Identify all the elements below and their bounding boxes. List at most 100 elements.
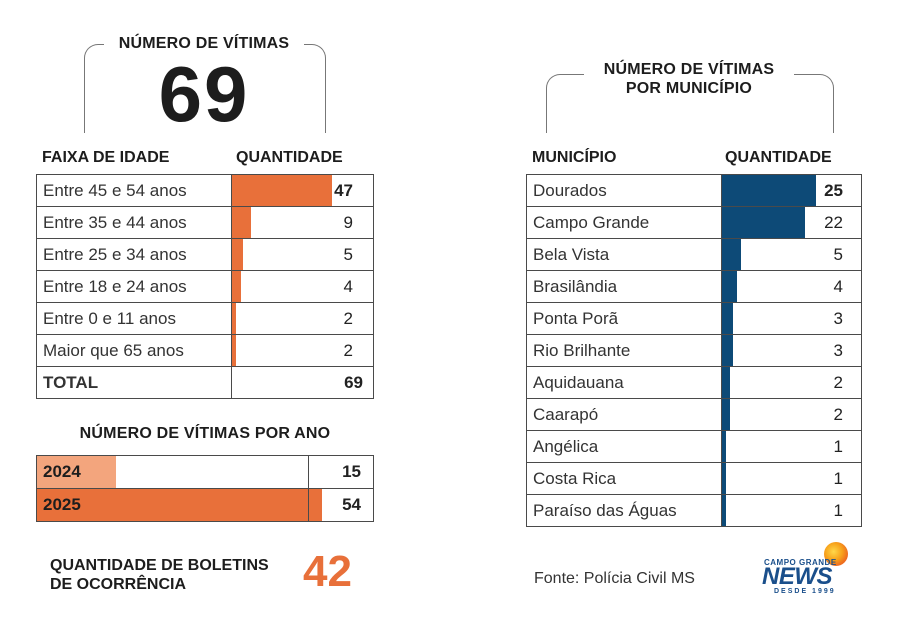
muni-value-cell: 5 [720, 238, 863, 271]
muni-title: NÚMERO DE VÍTIMAS POR MUNICÍPIO [603, 61, 775, 97]
muni-col-label: MUNICÍPIO [532, 149, 617, 166]
muni-value-cell: 1 [720, 494, 863, 527]
muni-value: 3 [833, 308, 843, 328]
age-row: Maior que 65 anos 2 [36, 334, 375, 367]
age-value-cell: 2 [230, 302, 375, 335]
muni-value: 25 [824, 180, 843, 200]
logo-main-text: NEWS [762, 563, 833, 590]
muni-label: Brasilândia [526, 270, 722, 303]
age-value-cell: 2 [230, 334, 375, 367]
age-row: Entre 18 e 24 anos 4 [36, 270, 375, 303]
age-row: Entre 45 e 54 anos 47 [36, 174, 375, 207]
muni-row: Caarapó 2 [526, 398, 863, 431]
muni-table-body: Dourados 25 Campo Grande 22 Bela Vista 5 Brasi… [526, 174, 863, 527]
age-value: 4 [343, 276, 353, 296]
year-divider [308, 456, 309, 488]
muni-value-cell: 22 [720, 206, 863, 239]
muni-row: Aquidauana 2 [526, 366, 863, 399]
age-row: Entre 0 e 11 anos 2 [36, 302, 375, 335]
age-total-value: 69 [344, 372, 363, 392]
age-value: 9 [343, 212, 353, 232]
muni-label: Campo Grande [526, 206, 722, 239]
age-total-row: TOTAL 69 [36, 366, 375, 399]
age-label: Entre 35 e 44 anos [36, 206, 232, 239]
age-label: Maior que 65 anos [36, 334, 232, 367]
muni-label: Ponta Porã [526, 302, 722, 335]
muni-value: 22 [824, 212, 843, 232]
muni-label: Paraíso das Águas [526, 494, 722, 527]
year-bar [37, 456, 116, 488]
age-label: Entre 25 e 34 anos [36, 238, 232, 271]
age-value: 47 [334, 180, 353, 200]
muni-value-cell: 4 [720, 270, 863, 303]
muni-row: Rio Brilhante 3 [526, 334, 863, 367]
muni-row: Campo Grande 22 [526, 206, 863, 239]
muni-value-cell: 3 [720, 334, 863, 367]
muni-bracket-gap [584, 60, 794, 100]
muni-value: 2 [833, 404, 843, 424]
muni-value-cell: 2 [720, 366, 863, 399]
muni-table: Dourados 25 Campo Grande 22 Bela Vista 5 Brasi… [526, 174, 863, 527]
age-total-cell: 69 [230, 366, 375, 399]
muni-value: 5 [833, 244, 843, 264]
year-value: 15 [342, 462, 361, 481]
age-label: Entre 18 e 24 anos [36, 270, 232, 303]
muni-value: 4 [833, 276, 843, 296]
muni-bar [721, 335, 733, 366]
age-value: 5 [343, 244, 353, 264]
age-total-label: TOTAL [36, 366, 232, 399]
age-col-qty: QUANTIDADE [236, 149, 343, 166]
age-col-label: FAIXA DE IDADE [42, 149, 170, 166]
muni-bar [721, 175, 816, 206]
age-value-cell: 5 [230, 238, 375, 271]
muni-row: Paraíso das Águas 1 [526, 494, 863, 527]
muni-label: Costa Rica [526, 462, 722, 495]
year-cell: 2025 54 [36, 488, 374, 522]
age-bar [231, 239, 243, 270]
year-label: 2024 [43, 462, 81, 481]
year-table-body: 2024 15 2025 54 [36, 455, 374, 522]
age-value: 2 [343, 308, 353, 328]
victims-bracket-gap [104, 34, 304, 54]
age-bar [231, 271, 241, 302]
age-value: 2 [343, 340, 353, 360]
muni-row: Bela Vista 5 [526, 238, 863, 271]
muni-value: 1 [833, 436, 843, 456]
muni-label: Bela Vista [526, 238, 722, 271]
muni-bar [721, 367, 730, 398]
muni-value-cell: 25 [720, 174, 863, 207]
age-table: Entre 45 e 54 anos 47 Entre 35 e 44 anos 9 E… [36, 174, 375, 399]
age-bar [231, 175, 332, 206]
muni-label: Dourados [526, 174, 722, 207]
sun-icon [824, 542, 848, 566]
age-value-cell: 4 [230, 270, 375, 303]
muni-value: 3 [833, 340, 843, 360]
muni-row: Brasilândia 4 [526, 270, 863, 303]
muni-bar [721, 207, 805, 238]
muni-bar [721, 303, 733, 334]
year-row: 2025 54 [36, 488, 374, 522]
muni-bar [721, 495, 726, 526]
year-row: 2024 15 [36, 455, 374, 489]
age-value-cell: 9 [230, 206, 375, 239]
year-title: NÚMERO DE VÍTIMAS POR ANO [79, 425, 331, 442]
source-text: Fonte: Polícia Civil MS [534, 570, 695, 587]
muni-row: Costa Rica 1 [526, 462, 863, 495]
muni-value: 1 [833, 468, 843, 488]
muni-label: Aquidauana [526, 366, 722, 399]
age-table-body: Entre 45 e 54 anos 47 Entre 35 e 44 anos 9 E… [36, 174, 375, 367]
muni-value-cell: 2 [720, 398, 863, 431]
year-table: 2024 15 2025 54 [36, 455, 374, 522]
muni-value: 2 [833, 372, 843, 392]
muni-row: Angélica 1 [526, 430, 863, 463]
muni-bar [721, 239, 741, 270]
boletins-value: 42 [303, 547, 352, 596]
muni-col-qty: QUANTIDADE [725, 149, 832, 166]
muni-value: 1 [833, 500, 843, 520]
muni-label: Angélica [526, 430, 722, 463]
year-cell: 2024 15 [36, 455, 374, 489]
muni-bar [721, 431, 726, 462]
logo-top-text: CAMPO GRANDE [764, 558, 837, 567]
year-label: 2025 [43, 495, 81, 514]
muni-bar [721, 271, 737, 302]
